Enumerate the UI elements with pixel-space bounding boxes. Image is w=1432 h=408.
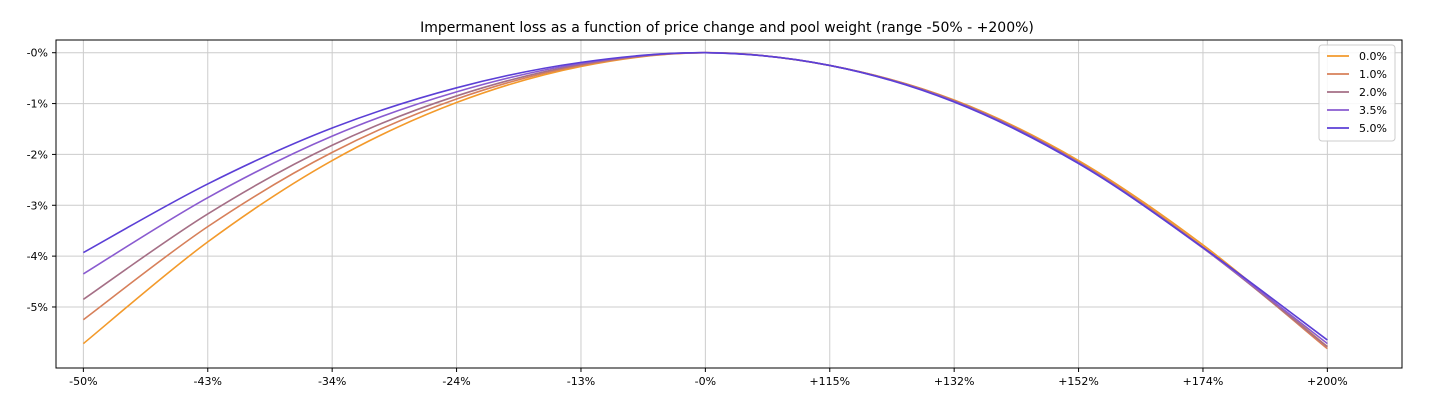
- y-tick-label: -0%: [27, 47, 48, 60]
- legend-label: 5.0%: [1359, 122, 1387, 135]
- x-tick-label: +174%: [1183, 375, 1224, 388]
- series-line-5.0%: [82, 51, 1328, 341]
- x-tick-label: +200%: [1307, 375, 1348, 388]
- legend: 0.0% 1.0% 2.0% 3.5% 5.0%: [1318, 44, 1396, 142]
- y-tick-label: -3%: [27, 199, 48, 212]
- x-tick-label: -0%: [695, 375, 716, 388]
- legend-label: 1.0%: [1359, 68, 1387, 81]
- x-tick-label: +115%: [809, 375, 850, 388]
- x-tick-label: -50%: [69, 375, 97, 388]
- legend-label: 3.5%: [1359, 104, 1387, 117]
- legend-label: 2.0%: [1359, 86, 1387, 99]
- x-tick-label: +152%: [1058, 375, 1099, 388]
- y-tick-label: -2%: [27, 148, 48, 161]
- x-tick-label: -43%: [194, 375, 222, 388]
- y-tick-label: -1%: [27, 98, 48, 111]
- legend-box: [1318, 44, 1396, 142]
- legend-label: 0.0%: [1359, 50, 1387, 63]
- grid: [56, 40, 1402, 368]
- y-tick-label: -4%: [27, 250, 48, 263]
- chart-title: Impermanent loss as a function of price …: [420, 20, 1034, 36]
- x-tick-label: +132%: [934, 375, 975, 388]
- series-lines: [82, 51, 1328, 350]
- x-tick-label: -13%: [567, 375, 595, 388]
- x-axis-ticks: -50% -43% -34% -24% -13% -0% +115% +132% +152% +1…: [69, 368, 1348, 388]
- y-axis-ticks: -0% -1% -2% -3% -4% -5%: [27, 47, 56, 314]
- plot-frame: [55, 39, 1403, 369]
- x-tick-label: -34%: [318, 375, 346, 388]
- y-tick-label: -5%: [27, 301, 48, 314]
- x-tick-label: -24%: [442, 375, 470, 388]
